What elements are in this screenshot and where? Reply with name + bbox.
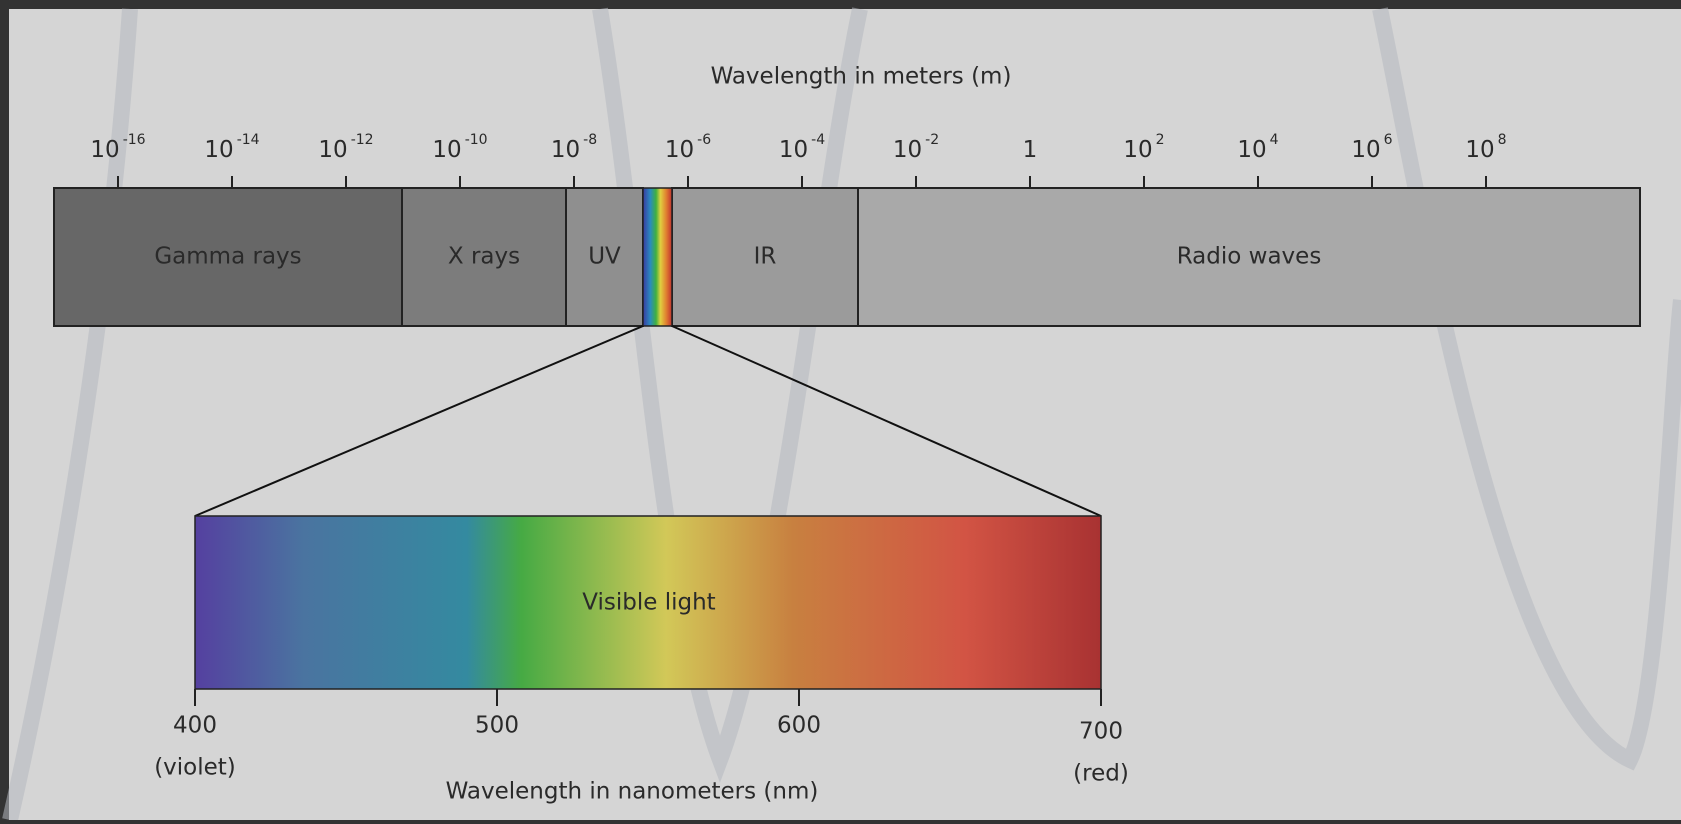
tick-exponent: -2 <box>925 132 939 148</box>
tick-label: 10 -10 <box>432 132 487 163</box>
title: Wavelength in meters (m) <box>711 64 1012 90</box>
tick-label: 10 -16 <box>90 132 145 163</box>
tick-base: 10 <box>1351 137 1380 163</box>
tick-base: 10 <box>1123 137 1152 163</box>
band <box>401 187 567 327</box>
tick-base: 10 <box>665 137 694 163</box>
tick-exponent: 4 <box>1270 132 1279 148</box>
visible-spectrum <box>194 515 1102 690</box>
tick-label: 500 <box>475 713 519 739</box>
tick-exponent: 6 <box>1384 132 1393 148</box>
zoom-line <box>194 325 644 517</box>
tick-exponent: -14 <box>237 132 260 148</box>
tick-label: 600 <box>777 713 821 739</box>
tick-label: 10 -12 <box>318 132 373 163</box>
tick-note: (violet) <box>154 755 236 781</box>
tick-label: 10 -14 <box>204 132 259 163</box>
band <box>53 187 403 327</box>
visible-sliver <box>642 187 673 327</box>
band <box>857 187 1641 327</box>
zoom-line <box>671 325 1102 517</box>
tick-label: 10 -6 <box>665 132 711 163</box>
tick-base: 10 <box>551 137 580 163</box>
tick-base: 10 <box>318 137 347 163</box>
tick-base: 10 <box>893 137 922 163</box>
tick-base: 1 <box>1023 137 1038 163</box>
band-label: IR <box>754 244 777 270</box>
tick-label: 10 8 <box>1465 132 1506 163</box>
tick-label: 10 4 <box>1237 132 1278 163</box>
band-label: Radio waves <box>1177 244 1322 270</box>
band-label: X rays <box>448 244 520 270</box>
tick-base: 10 <box>204 137 233 163</box>
tick-base: 10 <box>779 137 808 163</box>
tick-exponent: -4 <box>811 132 825 148</box>
band-label: UV <box>588 244 621 270</box>
tick-label: 10 6 <box>1351 132 1392 163</box>
tick-exponent: 2 <box>1156 132 1165 148</box>
tick-label: 700 <box>1079 719 1123 745</box>
tick-exponent: -10 <box>465 132 488 148</box>
tick-label: 1 <box>1023 137 1038 163</box>
visible-label: Visible light <box>582 590 715 616</box>
tick-exponent: -16 <box>123 132 146 148</box>
tick-base: 10 <box>1237 137 1266 163</box>
tick-label: 10 -4 <box>779 132 825 163</box>
tick-exponent: -6 <box>697 132 711 148</box>
tick-base: 10 <box>1465 137 1494 163</box>
tick-label: 10 2 <box>1123 132 1164 163</box>
tick-note: (red) <box>1073 761 1129 787</box>
tick-exponent: 8 <box>1498 132 1507 148</box>
tick-exponent: -8 <box>583 132 597 148</box>
tick-label: 10 -2 <box>893 132 939 163</box>
tick-base: 10 <box>432 137 461 163</box>
tick-base: 10 <box>90 137 119 163</box>
band-label: Gamma rays <box>154 244 301 270</box>
band <box>565 187 644 327</box>
band <box>671 187 859 327</box>
tick-exponent: -12 <box>351 132 374 148</box>
tick-label: 400 <box>173 713 217 739</box>
visible-axis-title: Wavelength in nanometers (nm) <box>446 779 819 805</box>
tick-label: 10 -8 <box>551 132 597 163</box>
